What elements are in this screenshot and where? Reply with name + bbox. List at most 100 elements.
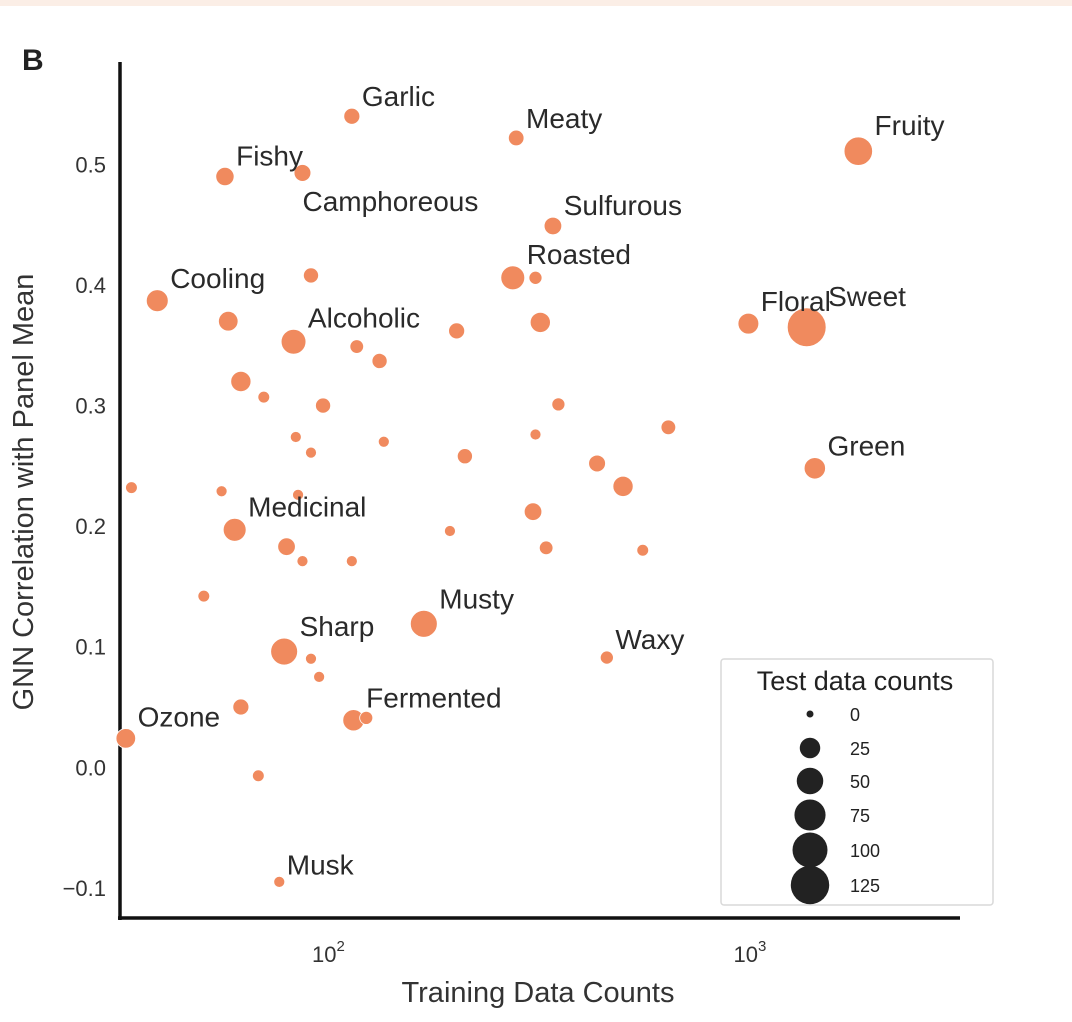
- point-label-ozone: Ozone: [138, 702, 221, 733]
- data-point: [289, 431, 302, 443]
- x-axis-label: Training Data Counts: [402, 977, 675, 1009]
- data-point: [737, 312, 760, 335]
- point-label-musty: Musty: [439, 583, 514, 614]
- y-tick-label: 0.4: [75, 273, 106, 298]
- x-tick-labels: 102 103: [312, 938, 766, 967]
- legend-label: 25: [850, 739, 870, 759]
- point-label-musk: Musk: [287, 849, 355, 880]
- panel-letter: B: [22, 44, 44, 77]
- point-label-meaty: Meaty: [526, 103, 602, 134]
- data-point: [125, 481, 138, 494]
- point-label-cooling: Cooling: [170, 263, 265, 294]
- data-point: [270, 637, 299, 666]
- data-point: [343, 107, 361, 125]
- y-tick-label: −0.1: [63, 876, 106, 901]
- data-point: [660, 419, 677, 436]
- data-point: [257, 390, 271, 404]
- legend-label: 100: [850, 841, 880, 861]
- data-point: [302, 267, 319, 284]
- data-point: [230, 370, 252, 392]
- data-point: [843, 136, 873, 166]
- legend-entries: 0 25 50 75 100 125: [790, 705, 880, 905]
- data-point: [222, 517, 247, 542]
- data-point: [296, 555, 309, 568]
- data-point: [599, 650, 614, 665]
- legend-marker: [796, 767, 824, 795]
- data-point: [377, 435, 390, 448]
- data-point: [543, 216, 563, 236]
- data-point: [529, 428, 542, 441]
- point-label-fermented: Fermented: [366, 683, 501, 714]
- data-point: [345, 555, 358, 568]
- data-point: [588, 454, 606, 473]
- legend-box: [720, 658, 994, 906]
- legend: Test data counts 0 25 50 75 100 125: [720, 658, 994, 906]
- legend-label: 75: [850, 806, 870, 826]
- data-point: [215, 485, 228, 498]
- data-point: [803, 457, 826, 480]
- data-point: [444, 525, 456, 537]
- legend-marker: [799, 737, 821, 759]
- top-border-strip: [0, 0, 1072, 6]
- data-point: [293, 164, 312, 182]
- data-point: [500, 265, 526, 291]
- data-point: [252, 769, 265, 783]
- point-label-floral: Floral: [761, 286, 831, 317]
- point-label-sulfurous: Sulfurous: [564, 190, 682, 221]
- data-point: [145, 289, 169, 313]
- data-point: [448, 322, 466, 340]
- x-tick-label: 103: [733, 938, 766, 967]
- data-point: [786, 307, 827, 348]
- point-label-fruity: Fruity: [875, 110, 945, 141]
- data-point: [305, 652, 317, 665]
- data-point: [215, 166, 235, 187]
- data-point: [409, 609, 438, 638]
- data-points: [115, 107, 873, 888]
- data-point: [292, 488, 304, 501]
- data-point: [280, 328, 307, 355]
- y-tick-label: 0.5: [75, 152, 106, 177]
- y-tick-label: 0.2: [75, 514, 106, 539]
- y-tick-label: 0.3: [75, 394, 106, 419]
- data-point: [273, 875, 286, 888]
- point-label-sharp: Sharp: [300, 611, 375, 642]
- data-point: [349, 339, 364, 354]
- data-point: [529, 311, 551, 333]
- y-tick-labels: −0.1 0.0 0.1 0.2 0.3 0.4 0.5: [63, 152, 106, 900]
- point-label-waxy: Waxy: [615, 624, 684, 655]
- data-point: [232, 698, 250, 716]
- legend-marker: [790, 865, 830, 905]
- point-label-sweet: Sweet: [828, 281, 906, 312]
- data-point: [636, 543, 650, 557]
- y-axis-label: GNN Correlation with Panel Mean: [8, 274, 40, 711]
- x-tick-label: 102: [312, 938, 345, 967]
- point-label-green: Green: [828, 431, 906, 462]
- legend-marker: [794, 799, 826, 831]
- data-point: [538, 540, 554, 556]
- point-label-fishy: Fishy: [236, 140, 303, 171]
- data-point: [315, 397, 332, 414]
- data-point: [305, 446, 317, 459]
- data-point: [507, 129, 525, 147]
- legend-label: 125: [850, 876, 880, 896]
- data-point: [528, 270, 543, 285]
- legend-marker: [792, 832, 828, 868]
- legend-title: Test data counts: [757, 666, 954, 696]
- data-point: [218, 311, 239, 332]
- data-point: [551, 397, 566, 412]
- data-point: [115, 728, 137, 749]
- legend-marker: [806, 710, 814, 718]
- legend-label: 0: [850, 705, 860, 725]
- y-tick-label: 0.1: [75, 635, 106, 660]
- point-label-medicinal: Medicinal: [248, 491, 366, 522]
- data-point: [371, 353, 388, 369]
- point-label-camphoreous: Camphoreous: [302, 186, 478, 217]
- point-label-garlic: Garlic: [362, 81, 435, 112]
- data-point: [313, 670, 326, 683]
- point-label-alcoholic: Alcoholic: [308, 302, 420, 333]
- data-point: [612, 475, 634, 497]
- data-point: [277, 537, 296, 556]
- point-label-roasted: Roasted: [527, 239, 631, 270]
- legend-label: 50: [850, 772, 870, 792]
- y-tick-label: 0.0: [75, 755, 106, 780]
